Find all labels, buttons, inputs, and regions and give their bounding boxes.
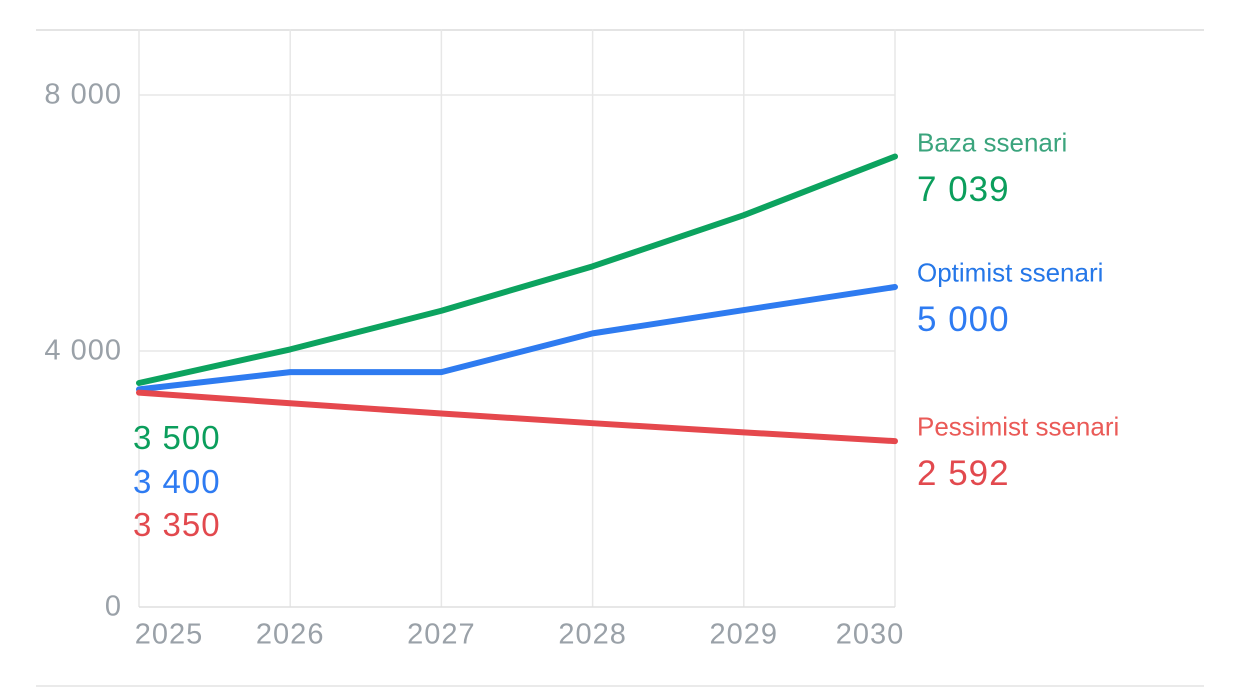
card-top-border — [36, 29, 1204, 31]
series-end-value-baza-ssenari: 7 039 — [917, 169, 1010, 209]
card-bottom-border — [36, 685, 1204, 687]
start-value-baza-ssenari: 3 500 — [133, 419, 221, 456]
series-end-value-optimist-ssenari: 5 000 — [917, 300, 1010, 339]
x-tick-label-2030: 2030 — [835, 618, 905, 651]
start-value-pessimist-ssenari: 3 350 — [133, 506, 221, 543]
series-line-optimist-ssenari[interactable] — [136, 284, 898, 393]
series-line-pessimist-ssenari[interactable] — [136, 389, 898, 445]
series-name-label-baza-ssenari: Baza ssenari — [917, 127, 1068, 157]
series-name-label-optimist-ssenari: Optimist ssenari — [917, 257, 1104, 288]
y-tick-label-4000: 4 000 — [44, 334, 122, 367]
series-end-value-pessimist-ssenari: 2 592 — [917, 454, 1010, 494]
x-tick-label-2026: 2026 — [255, 618, 325, 651]
start-value-optimist-ssenari: 3 400 — [133, 463, 221, 500]
x-tick-label-2028: 2028 — [558, 618, 627, 651]
y-tick-label-8000: 8 000 — [44, 78, 122, 111]
series-line-baza-ssenari[interactable] — [136, 153, 898, 386]
x-tick-label-2029: 2029 — [709, 618, 779, 651]
x-tick-label-2025: 2025 — [134, 618, 204, 651]
series-name-label-pessimist-ssenari: Pessimist ssenari — [917, 411, 1120, 442]
y-tick-label-0: 0 — [104, 590, 122, 623]
x-tick-label-2027: 2027 — [407, 618, 476, 651]
